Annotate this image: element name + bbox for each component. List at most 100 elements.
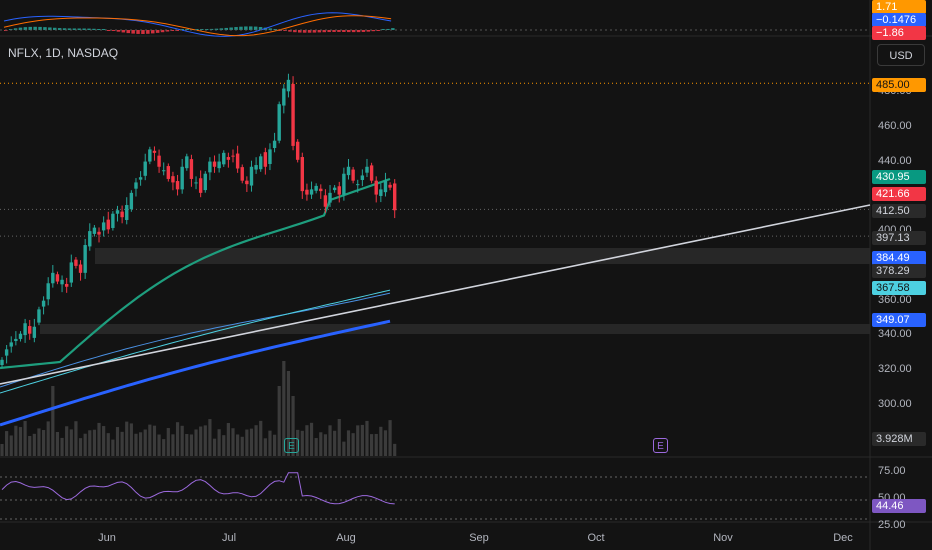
volume-bar [203,425,207,456]
volume-bar [272,434,277,456]
volume-bar [74,421,78,456]
candle-body [60,279,64,285]
macd-signal-line [3,15,392,37]
volume-bar [240,436,244,456]
macd-histogram-bar [87,28,91,30]
macd-histogram-bar [224,27,228,30]
volume-bar [286,371,291,456]
volume-bar [162,439,166,456]
candle-body [356,184,360,186]
volume-bar [212,438,217,456]
candle-body [18,333,23,339]
volume-bar [134,433,138,456]
candle-body [28,326,32,334]
volume-bar [388,420,392,456]
candle-body [92,227,97,234]
candle-body [346,166,351,176]
macd-histogram-bar [342,30,346,33]
volume-bar [148,424,152,456]
macd-value-label: −1.86 [872,26,926,40]
rsi-value-label: 44.46 [872,499,926,513]
price-label: 412.50 [872,204,926,218]
macd-histogram-bar [312,30,317,33]
macd-histogram-bar [72,28,77,30]
price-tick-label: 320.00 [878,363,912,376]
macd-histogram-bar [23,27,28,30]
candle-body [212,161,217,167]
candle-body [249,166,254,186]
volume-bar [365,420,369,456]
macd-value-label: −0.1476 [872,13,926,27]
time-axis-label: Jun [98,532,116,544]
volume-bar [194,429,198,456]
candle-body [235,153,240,169]
volume-bar [282,361,286,456]
volume-bar [222,435,226,456]
candle-body [148,149,152,162]
ma200-line [0,319,391,427]
macd-histogram-bar [160,30,165,33]
macd-histogram-bar [170,30,175,31]
candle-body [111,213,115,228]
volume-bar [23,421,27,456]
candle-body [138,177,143,180]
macd-histogram-bar [57,28,62,30]
volume-bar [18,427,23,456]
candle-body [194,182,198,184]
macd-histogram-bar [141,30,145,34]
time-axis-label: Sep [469,532,489,544]
candle-body [198,178,203,193]
volume-bar [152,425,157,456]
candle-body [129,192,134,210]
candle-body [162,170,166,172]
macd-value-label: 1.71 [872,0,926,14]
volume-bar [106,433,110,456]
earnings-marker[interactable]: E [284,438,299,453]
macd-histogram-bar [307,30,312,33]
macd-histogram-bar [126,30,130,34]
volume-bar [333,430,337,456]
volume-bar [180,425,184,456]
macd-histogram-bar [33,26,37,30]
macd-histogram-bar [327,30,331,33]
candle-body [134,182,138,189]
macd-histogram-bar [229,27,233,30]
volume-bar [41,430,46,456]
volume-bar [0,444,4,456]
volume-bar [97,422,101,456]
candle-body [319,188,323,192]
volume-bar [309,422,314,456]
macd-histogram-bar [82,28,86,30]
volume-bar [111,439,115,456]
candle-body [157,155,161,167]
volume-bar [383,430,388,456]
macd-histogram-bar [293,30,297,33]
price-label: 430.95 [872,170,926,184]
volume-bar [83,433,87,456]
volume-bar [379,426,383,456]
volume-bar [356,425,360,456]
macd-histogram-bar [239,26,243,30]
earnings-marker[interactable]: E [653,438,668,453]
candle-body [240,167,244,181]
macd-histogram-bar [253,26,258,30]
volume-bar [78,438,83,456]
candle-body [300,157,304,192]
volume-bar [249,428,254,456]
currency-button[interactable]: USD [877,44,925,66]
candle-body [125,205,129,220]
candle-body [323,195,328,207]
macd-histogram-bar [244,26,248,30]
volume-bar [342,441,346,456]
macd-histogram-bar [298,30,302,33]
macd-histogram-bar [347,30,351,33]
macd-histogram-bar [111,30,116,31]
volume-bar [393,443,397,456]
candle-body [208,161,212,173]
candle-body [369,165,374,181]
candle-body [393,183,397,211]
macd-histogram-bar [386,28,390,30]
macd-histogram-bar [209,28,214,30]
volume-bar [125,421,129,456]
